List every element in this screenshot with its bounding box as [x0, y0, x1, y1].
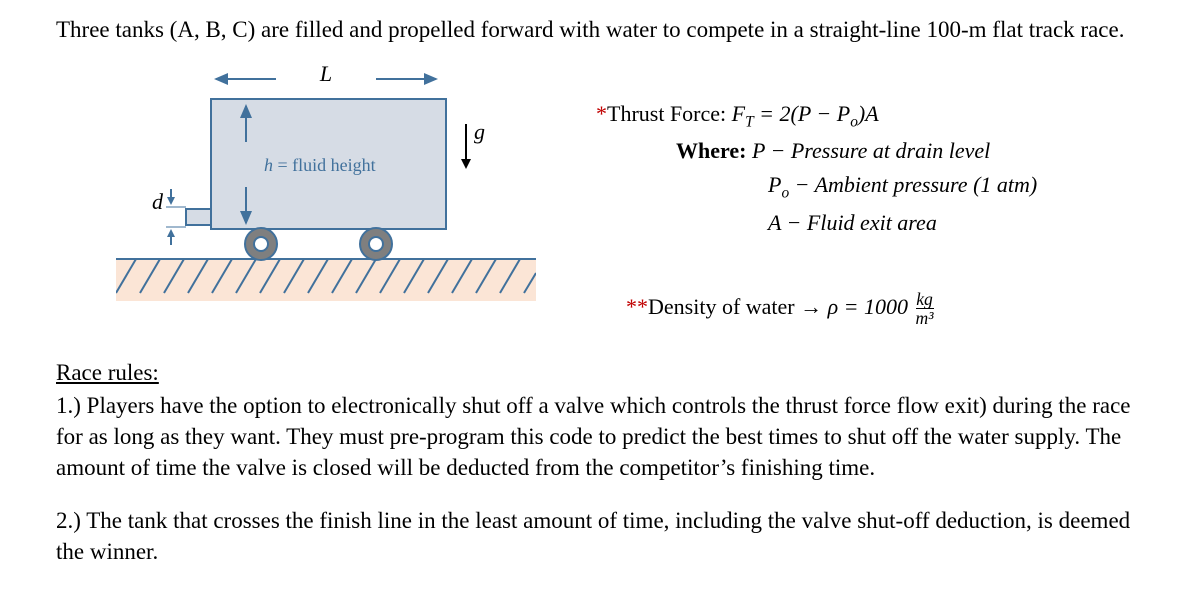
- density-line: **Density of water → ρ = 1000 kg m³: [596, 290, 1133, 328]
- where-line-a: A − Fluid exit area: [596, 206, 1133, 240]
- thrust-prefix: Thrust Force:: [607, 101, 732, 126]
- rules-header: Race rules:: [56, 360, 1133, 386]
- rule-1: 1.) Players have the option to electroni…: [56, 390, 1133, 483]
- intro-text: Three tanks (A, B, C) are filled and pro…: [56, 14, 1133, 45]
- svg-text:d: d: [152, 189, 164, 214]
- where-line-po: Po − Ambient pressure (1 atm): [596, 168, 1133, 205]
- equations-block: *Thrust Force: FT = 2(P − Po)A Where: P …: [536, 59, 1133, 328]
- svg-text:h = fluid height: h = fluid height: [264, 155, 376, 175]
- thrust-equation: *Thrust Force: FT = 2(P − Po)A: [596, 97, 1133, 134]
- star-icon: **: [626, 294, 648, 319]
- svg-text:L: L: [319, 61, 332, 86]
- svg-text:g: g: [474, 119, 485, 144]
- tank-diagram: L h = fluid height g d: [116, 59, 536, 309]
- where-line-p: Where: P − Pressure at drain level: [596, 134, 1133, 168]
- rule-2: 2.) The tank that crosses the finish lin…: [56, 505, 1133, 567]
- star-icon: *: [596, 101, 607, 126]
- page: Three tanks (A, B, C) are filled and pro…: [0, 0, 1181, 609]
- figure-row: L h = fluid height g d: [56, 59, 1133, 328]
